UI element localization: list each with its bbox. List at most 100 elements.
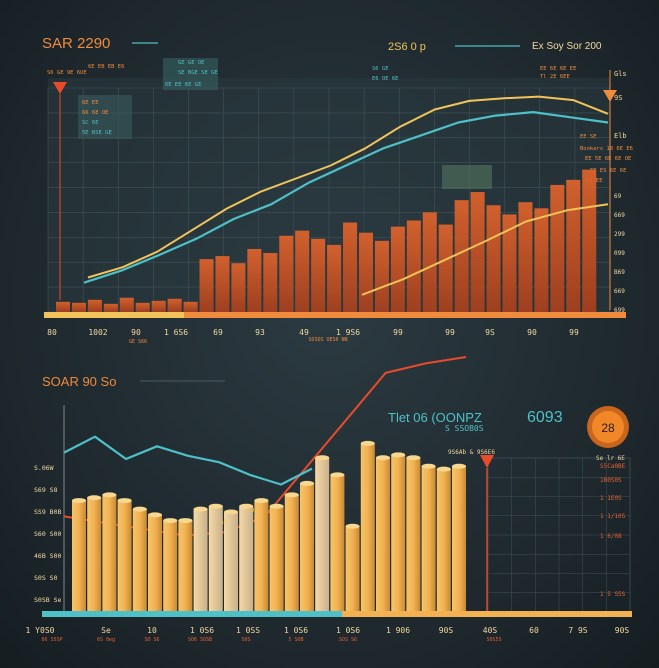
chart1-bar bbox=[518, 202, 533, 312]
chart2-x-sub: SO S6 bbox=[144, 637, 159, 643]
chart2-x-tick: 10 bbox=[147, 626, 157, 635]
chart2-bar-cap bbox=[178, 518, 193, 524]
chart1-y-tick-right: 699 bbox=[614, 307, 625, 314]
chart1-x-tick: 99 bbox=[393, 328, 403, 337]
chart1-bar bbox=[103, 303, 118, 312]
chart2-y-tick: SS9 B0B bbox=[34, 508, 61, 516]
chart1-marker-right-icon bbox=[603, 90, 617, 102]
chart2-x-tick: 1 906 bbox=[386, 626, 410, 635]
chart2-bar-cap bbox=[360, 440, 375, 446]
chart2-bar-cap bbox=[452, 463, 466, 469]
annotation-label: EE 6E 6E EE bbox=[540, 66, 576, 72]
chart2-y-tick: S69 S8 bbox=[34, 486, 58, 494]
chart1-bar bbox=[199, 259, 214, 312]
chart2-teal-line bbox=[63, 435, 313, 486]
chart2-bar-cap bbox=[436, 466, 451, 472]
chart1-x-caption2: GE S66 bbox=[129, 339, 147, 345]
chart2-bar-cap bbox=[224, 509, 238, 515]
chart2-bar-cap bbox=[132, 506, 147, 512]
chart1-x-tick: 80 bbox=[47, 328, 57, 337]
chart1-bar bbox=[119, 297, 134, 312]
chart2-bar-cap bbox=[345, 523, 360, 529]
chart1-bar bbox=[135, 302, 150, 312]
chart2-x-tick: 90S bbox=[439, 626, 454, 635]
chart1-title: SAR 2290 bbox=[42, 35, 110, 52]
chart1-bar bbox=[343, 222, 358, 312]
chart1-teal-line bbox=[83, 110, 609, 284]
chart2-marker-icon bbox=[480, 455, 494, 468]
chart2-bar bbox=[284, 494, 299, 612]
chart1-bar bbox=[454, 200, 469, 312]
annotation-label: S6 GE bbox=[372, 66, 389, 72]
chart2-bar-cap bbox=[117, 498, 132, 504]
annotation-label: Tl 2E 6EE bbox=[540, 74, 570, 80]
chart2-x-sub: SOS S6 bbox=[339, 637, 357, 643]
chart2-x-tick: 1 Y0S0 bbox=[26, 626, 55, 635]
chart2-legend-sub: S SSOB0S bbox=[445, 424, 484, 433]
chart2-value-display: 6093 bbox=[527, 409, 563, 426]
chart1-bar bbox=[550, 184, 565, 312]
chart2-y-tick: S60 S00 bbox=[34, 530, 61, 538]
chart2-bar-cap bbox=[330, 472, 345, 478]
chart2-bar-cap bbox=[193, 506, 208, 512]
chart1-bar bbox=[56, 301, 71, 312]
chart1-bar bbox=[390, 226, 405, 312]
chart1-bar bbox=[486, 205, 501, 312]
chart2-bar bbox=[117, 500, 132, 612]
annotation-label: EE 5E 6E 6E OE bbox=[585, 156, 631, 162]
chart2-badge bbox=[592, 411, 624, 443]
chart2-x-tick: 1 0S6 bbox=[190, 626, 214, 635]
chart1-x-tick: 99 bbox=[569, 328, 579, 337]
chart2-right-label: 1 5 S5S bbox=[600, 591, 626, 598]
chart2-legend-text: Tlet 06 (OONPZ bbox=[388, 410, 482, 425]
chart1-subtitle: 2S6 0 p bbox=[388, 41, 426, 53]
chart2-bar-cap bbox=[406, 455, 421, 461]
chart2-bar bbox=[391, 454, 406, 612]
chart2-bar-cap bbox=[148, 512, 162, 518]
chart1-x-caption: SOSOS OES0 NN bbox=[308, 337, 347, 343]
chart2-right-label: S5Ca0BE bbox=[600, 463, 626, 470]
chart1-x-tick: 93 bbox=[255, 328, 265, 337]
chart1-y-tick-right: B69 bbox=[614, 269, 625, 276]
chart1-bar bbox=[247, 248, 262, 312]
chart2-baseline-teal bbox=[42, 611, 342, 617]
chart2-bar bbox=[148, 514, 162, 612]
chart2-baseline-gold bbox=[342, 611, 632, 617]
chart2-bar bbox=[406, 457, 421, 612]
chart2-bar-cap bbox=[254, 498, 269, 504]
annotation-label: EE SE bbox=[580, 134, 597, 140]
chart2-bar bbox=[132, 509, 147, 612]
chart2-x-tick: 1 0SS bbox=[236, 626, 260, 635]
chart2-bar bbox=[178, 520, 193, 612]
annotation-label: 66 6E OE bbox=[82, 110, 109, 116]
chart2-x-sub: 6S 0eg bbox=[97, 637, 115, 643]
annotation-label: EE ES 6E 6E bbox=[590, 168, 626, 174]
chart2-x-sub: 06 S5SP bbox=[41, 637, 62, 643]
chart2-right-label: 1 6/08 bbox=[600, 533, 622, 540]
chart2-marker-label: 9S6Ab & 9S6E6 bbox=[448, 449, 495, 456]
chart2-bar bbox=[254, 500, 269, 612]
annotation-label: 6E EB EB E6 bbox=[88, 64, 124, 70]
chart1-x-tick: 1 6S6 bbox=[164, 328, 188, 337]
chart2-y-tick: S0S S0 bbox=[34, 574, 58, 582]
chart1-right-label: Elb bbox=[614, 132, 627, 140]
chart1-y-tick-right: 299 bbox=[614, 231, 625, 238]
chart2-title: SOAR 90 So bbox=[42, 374, 116, 389]
annotation-box bbox=[442, 165, 492, 189]
annotation-label: SE BGE SE GE bbox=[178, 70, 218, 76]
chart2-bar-cap bbox=[376, 455, 390, 461]
chart2-x-tick: 60 bbox=[529, 626, 539, 635]
chart1-bar bbox=[566, 179, 581, 312]
chart2-bar bbox=[193, 509, 208, 612]
chart1-bar bbox=[215, 256, 230, 312]
chart2-bar bbox=[72, 500, 86, 612]
annotation-label: 5E BSE GE bbox=[82, 130, 112, 136]
chart2-bar-cap bbox=[72, 498, 86, 504]
chart1-bar bbox=[231, 263, 246, 312]
chart2-corner-label: Se lr 6E bbox=[596, 455, 625, 462]
chart1-x-tick: 90 bbox=[131, 328, 141, 337]
chart1-bar bbox=[279, 235, 294, 312]
chart1-x-tick: 9S bbox=[485, 328, 495, 337]
chart2-right-label: 1B0S0S bbox=[600, 477, 622, 484]
